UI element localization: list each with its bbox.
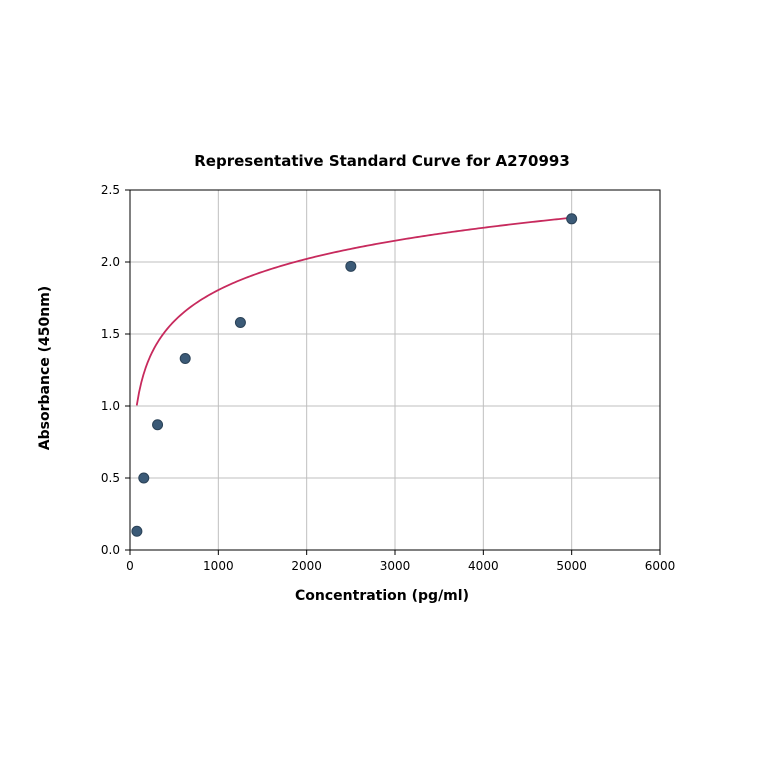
- data-point: [567, 214, 577, 224]
- data-point: [180, 353, 190, 363]
- data-point: [139, 473, 149, 483]
- y-tick-label: 0.0: [101, 543, 120, 557]
- y-tick-label: 0.5: [101, 471, 120, 485]
- x-tick-label: 5000: [556, 559, 587, 573]
- x-tick-label: 2000: [291, 559, 322, 573]
- data-point: [132, 526, 142, 536]
- data-point: [235, 317, 245, 327]
- data-point: [346, 261, 356, 271]
- x-tick-label: 3000: [380, 559, 411, 573]
- x-tick-label: 6000: [645, 559, 676, 573]
- y-tick-label: 1.5: [101, 327, 120, 341]
- data-point: [153, 420, 163, 430]
- x-tick-label: 0: [126, 559, 134, 573]
- y-tick-label: 2.0: [101, 255, 120, 269]
- chart-container: Representative Standard Curve for A27099…: [0, 0, 764, 764]
- y-tick-label: 2.5: [101, 183, 120, 197]
- x-tick-label: 4000: [468, 559, 499, 573]
- x-tick-label: 1000: [203, 559, 234, 573]
- plot-svg: 0 1000 2000 3000 4000 5000 6000 0.0 0.5 1.0 1.5 2.0…: [0, 0, 764, 764]
- y-tick-label: 1.0: [101, 399, 120, 413]
